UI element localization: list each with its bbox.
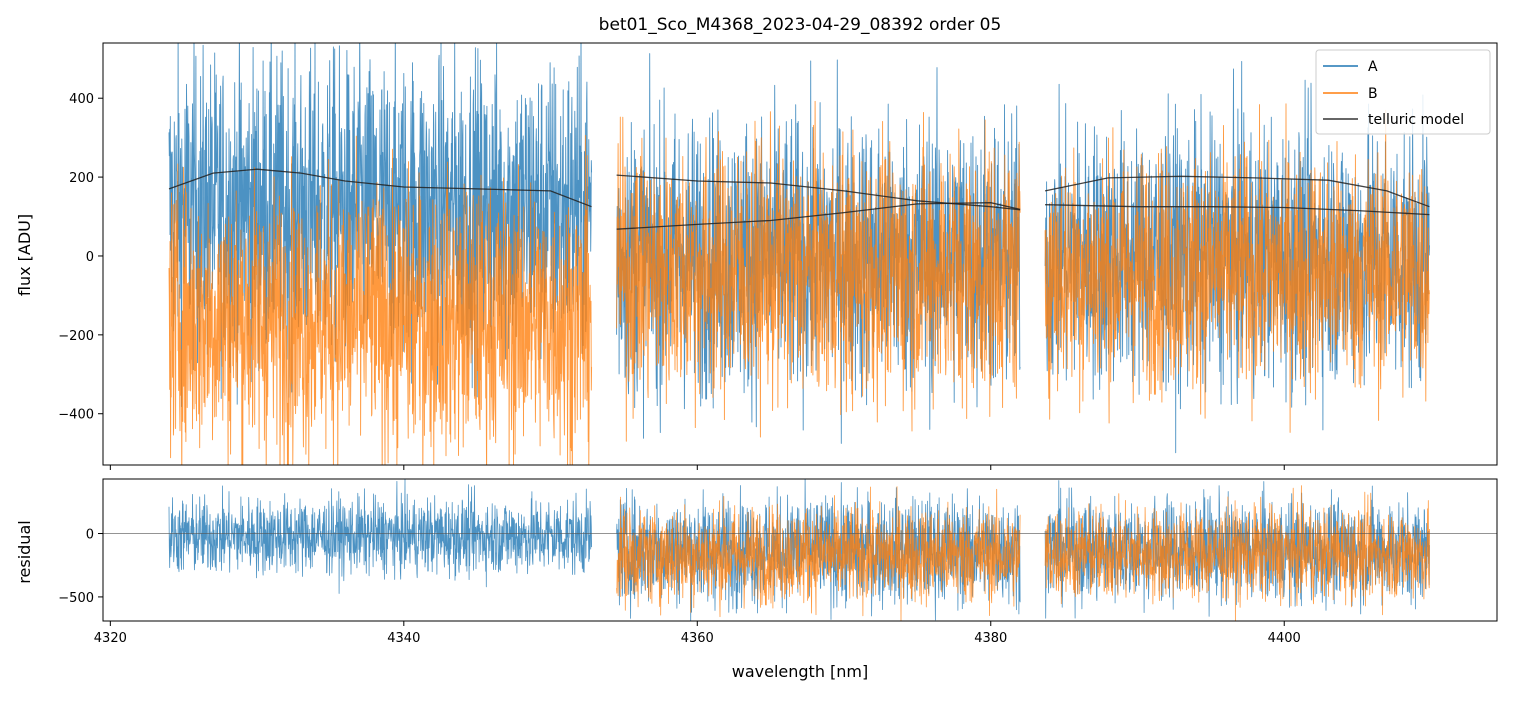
y-tick-label: −500: [58, 591, 94, 606]
legend-box: [1315, 49, 1491, 135]
telluric-model-curves: [168, 168, 1430, 230]
x-tick-label: 4320: [94, 631, 127, 646]
series-a-residual-segment-1: [168, 479, 592, 594]
residual-y-axis: −500 0: [58, 528, 103, 606]
series-a-flux-segment-1: [168, 43, 593, 408]
series-b-flux-segment-1: [168, 134, 593, 465]
x-tick-label: 4380: [974, 631, 1007, 646]
y-tick-label: 0: [86, 250, 94, 265]
telluric-model-curve-3: [616, 202, 1021, 230]
series-b-flux-segment-2: [616, 100, 1021, 442]
residual-panel: −500 0 4320 4340 4360 4380 4400 residual wave…: [15, 478, 1498, 681]
flux-y-axis: −400 −200 0 200 400: [58, 92, 103, 423]
y-tick-label: 0: [86, 528, 94, 543]
telluric-model-curve-2: [616, 174, 1021, 211]
legend: A B telluric model: [1315, 49, 1491, 135]
x-tick-label: 4360: [681, 631, 714, 646]
flux-x-ticks: [109, 465, 1285, 470]
flux-y-label: flux [ADU]: [15, 214, 34, 296]
series-b-flux: [168, 100, 1430, 465]
residual-panel-frame: [102, 478, 1498, 622]
x-tick-label: 4400: [1268, 631, 1301, 646]
flux-panel: −400 −200 0 200 400 flux [ADU] A B telluric …: [15, 42, 1498, 470]
x-axis-label: wavelength [nm]: [732, 662, 869, 681]
x-tick-label: 4340: [387, 631, 420, 646]
series-b-residual-segment-2: [616, 486, 1021, 621]
telluric-model-curve-1: [168, 168, 592, 208]
telluric-model-curve-4: [1044, 175, 1430, 208]
residual-plot-area: [103, 479, 1497, 621]
y-tick-label: −400: [58, 408, 94, 423]
residual-x-axis: 4320 4340 4360 4380 4400: [94, 621, 1301, 646]
legend-b-label: B: [1368, 86, 1378, 102]
y-tick-label: −200: [58, 329, 94, 344]
chart-title: bet01_Sco_M4368_2023-04-29_08392 order 0…: [599, 15, 1002, 35]
y-tick-label: 400: [69, 92, 94, 107]
residual-y-label: residual: [15, 520, 34, 583]
flux-panel-frame: [102, 42, 1498, 466]
series-b-flux-segment-3: [1044, 103, 1430, 433]
legend-telluric-label: telluric model: [1368, 112, 1464, 128]
flux-plot-area: [168, 43, 1430, 465]
legend-a-label: A: [1368, 59, 1378, 75]
telluric-model-curve-5: [1045, 204, 1430, 216]
series-b-residual: [616, 485, 1430, 621]
y-tick-label: 200: [69, 171, 94, 186]
series-b-residual-segment-3: [1044, 485, 1430, 621]
